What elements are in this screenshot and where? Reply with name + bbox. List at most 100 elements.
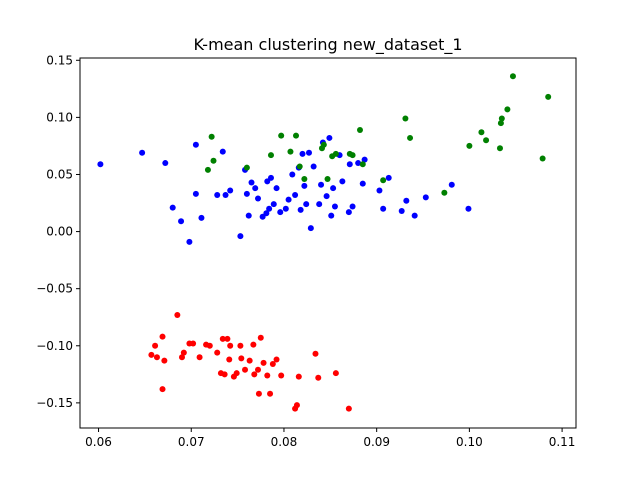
data-point (224, 335, 231, 342)
data-point (243, 190, 250, 197)
y-tick-label: 0.00 (46, 225, 73, 239)
plot-area (80, 58, 576, 428)
data-point (255, 195, 262, 202)
data-point (273, 356, 280, 363)
data-point (219, 335, 226, 342)
data-point (273, 185, 280, 192)
data-point (208, 133, 215, 140)
data-point (270, 201, 277, 208)
data-point (295, 373, 302, 380)
data-point (192, 190, 199, 197)
data-point (466, 142, 473, 149)
x-tick-label: 0.09 (363, 435, 390, 449)
y-tick-label: 0.15 (46, 53, 73, 67)
cluster-2-points (204, 73, 552, 196)
data-point (238, 355, 245, 362)
data-point (332, 150, 339, 157)
x-tick-label: 0.06 (85, 435, 112, 449)
data-point (320, 141, 327, 148)
data-point (301, 182, 308, 189)
data-point (349, 152, 356, 159)
data-point (214, 192, 221, 199)
data-point (251, 371, 258, 378)
data-point (260, 359, 267, 366)
data-point (349, 203, 356, 210)
data-point (359, 180, 366, 187)
data-point (210, 157, 217, 164)
data-point (339, 178, 346, 185)
data-point (178, 354, 185, 361)
data-point (403, 197, 410, 204)
data-point (178, 218, 185, 225)
data-point (324, 176, 331, 183)
data-point (255, 390, 262, 397)
data-point (312, 350, 319, 357)
data-point (441, 189, 448, 196)
data-point (148, 351, 155, 358)
data-point (263, 210, 270, 217)
x-tick-label: 0.07 (178, 435, 205, 449)
data-point (305, 149, 312, 156)
data-point (221, 371, 228, 378)
data-point (180, 349, 187, 356)
data-point (267, 174, 274, 181)
data-point (411, 212, 418, 219)
data-point (278, 132, 285, 139)
data-point (328, 212, 335, 219)
data-point (289, 171, 296, 178)
chart-title: K-mean clustering new_dataset_1 (193, 35, 462, 55)
data-point (332, 370, 339, 377)
data-point (246, 357, 253, 364)
data-point (318, 181, 325, 188)
data-point (153, 354, 160, 361)
data-point (97, 161, 104, 168)
data-point (257, 334, 264, 341)
data-point (292, 192, 299, 199)
data-point (301, 176, 308, 183)
data-point (422, 194, 429, 201)
data-point (139, 149, 146, 156)
data-point (196, 354, 203, 361)
data-point (465, 205, 472, 212)
cluster-3-points (148, 311, 352, 412)
y-tick-label: −0.05 (36, 282, 73, 296)
data-point (385, 174, 392, 181)
data-point (161, 357, 168, 364)
data-point (264, 372, 271, 379)
data-point (252, 185, 259, 192)
y-tick-label: 0.10 (46, 110, 73, 124)
data-point (315, 374, 322, 381)
data-point (509, 73, 516, 80)
data-point (162, 160, 169, 167)
x-tick-label: 0.08 (271, 435, 298, 449)
data-point (174, 311, 181, 318)
data-point (545, 93, 552, 100)
data-point (359, 161, 366, 168)
y-tick-label: −0.10 (36, 339, 73, 353)
data-point (227, 342, 234, 349)
data-point (248, 179, 255, 186)
data-point (299, 150, 306, 157)
data-point (285, 196, 292, 203)
data-point (282, 205, 289, 212)
data-point (355, 160, 362, 167)
data-point (243, 164, 250, 171)
data-point (277, 209, 284, 216)
x-tick-label: 0.11 (549, 435, 576, 449)
data-point (496, 145, 503, 152)
data-point (380, 205, 387, 212)
data-point (198, 214, 205, 221)
data-point (483, 137, 490, 144)
y-tick-label: 0.05 (46, 167, 73, 181)
data-point (331, 203, 338, 210)
data-point (169, 204, 176, 211)
data-point (307, 225, 314, 232)
data-point (497, 120, 504, 127)
data-point (539, 155, 546, 162)
data-point (376, 187, 383, 194)
data-point (356, 126, 363, 133)
points-layer (97, 73, 552, 412)
data-point (192, 141, 199, 148)
data-point (407, 134, 414, 141)
